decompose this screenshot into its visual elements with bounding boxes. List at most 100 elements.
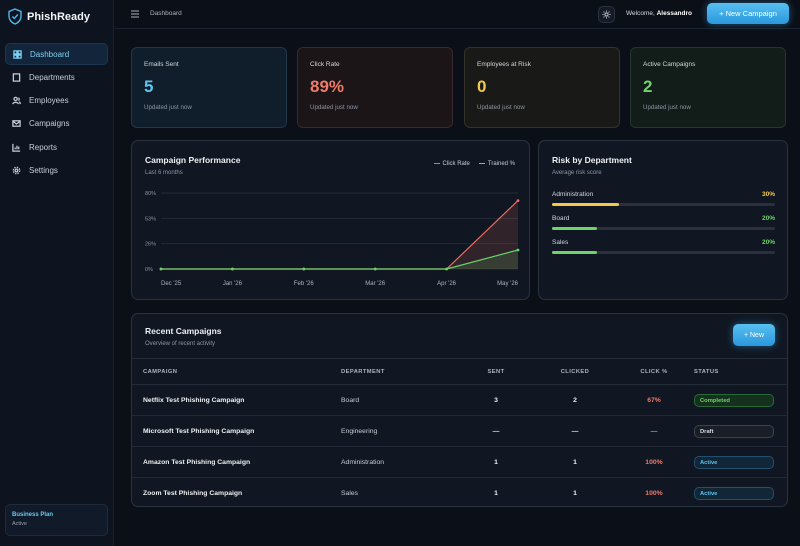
sidebar-item-label: Dashboard xyxy=(30,49,70,59)
x-tick-label: Apr '26 xyxy=(437,281,456,287)
legend-label: Click Rate xyxy=(442,161,470,167)
panel-subtitle: Overview of recent activity xyxy=(145,341,216,347)
stat-value: 0 xyxy=(477,77,487,96)
stat-card-employees-at-risk: Employees at Risk 0 Updated just now xyxy=(464,47,620,128)
campaign-department: Administration xyxy=(341,446,471,478)
breadcrumb: Dashboard xyxy=(150,10,182,17)
risk-bar-track xyxy=(552,227,775,230)
y-tick-label: 53% xyxy=(145,216,156,222)
x-tick-label: May '26 xyxy=(497,281,518,287)
data-point xyxy=(231,267,234,271)
stat-title: Active Campaigns xyxy=(643,61,696,68)
campaign-performance-panel: Campaign Performance Last 6 months Click… xyxy=(131,140,530,300)
campaign-name: Amazon Test Phishing Campaign xyxy=(132,446,341,478)
sidebar-item-departments[interactable]: Departments xyxy=(5,66,108,88)
sidebar-item-label: Settings xyxy=(29,165,58,175)
stat-updated: Updated just now xyxy=(144,104,192,111)
plan-name: Business Plan xyxy=(12,512,54,518)
welcome-prefix: Welcome, xyxy=(626,10,655,17)
stat-updated: Updated just now xyxy=(477,104,525,111)
campaign-department: Board xyxy=(341,384,471,416)
stat-value: 2 xyxy=(643,77,653,96)
brand-name: PhishReady xyxy=(27,10,90,23)
campaign-name: Zoom Test Phishing Campaign xyxy=(132,477,341,506)
column-header-campaign[interactable]: CAMPAIGN xyxy=(132,358,341,385)
column-header-clicked[interactable]: CLICKED xyxy=(521,358,629,385)
series-area-trained xyxy=(161,250,518,269)
legend-item-click-rate: Click Rate xyxy=(433,161,470,167)
stat-value: 5 xyxy=(144,77,154,96)
sidebar-nav: Dashboard Departments Employees Campaign… xyxy=(5,43,108,183)
risk-label: Administration xyxy=(552,191,594,198)
status-badge: Active xyxy=(694,455,774,469)
column-header-department[interactable]: DEPARTMENT xyxy=(341,358,471,385)
plan-card[interactable]: Business Plan Active xyxy=(5,504,108,536)
y-tick-label: 26% xyxy=(145,242,156,248)
legend-label: Trained % xyxy=(487,161,515,167)
new-campaign-small-button[interactable]: + New xyxy=(733,324,775,346)
risk-bar-fill xyxy=(552,203,619,206)
data-point xyxy=(516,248,520,252)
x-tick-label: Feb '26 xyxy=(294,281,314,287)
column-header-sent[interactable]: SENT xyxy=(471,358,521,385)
campaign-clicked: — xyxy=(521,415,629,447)
stat-title: Click Rate xyxy=(310,61,340,68)
new-campaign-button[interactable]: + New Campaign xyxy=(707,3,789,24)
data-point xyxy=(302,267,306,271)
stat-updated: Updated just now xyxy=(310,104,358,111)
data-point xyxy=(516,199,520,202)
menu-icon[interactable] xyxy=(130,9,140,19)
column-header-status[interactable]: STATUS xyxy=(679,358,787,385)
risk-percent: 30% xyxy=(761,191,775,198)
sidebar-item-label: Campaigns xyxy=(29,119,70,129)
risk-percent: 20% xyxy=(761,215,775,222)
data-point xyxy=(159,267,163,271)
table-row[interactable]: Microsoft Test Phishing Campaign Enginee… xyxy=(132,415,787,447)
stat-value: 89% xyxy=(310,77,345,96)
stat-card-active-campaigns: Active Campaigns 2 Updated just now xyxy=(630,47,786,128)
dashboard-icon xyxy=(13,49,22,59)
gear-icon xyxy=(12,166,21,175)
sidebar-item-campaigns[interactable]: Campaigns xyxy=(5,113,108,135)
sidebar-item-label: Departments xyxy=(29,72,75,82)
risk-row-board: Board 20% xyxy=(552,215,775,230)
y-tick-label: 0% xyxy=(145,267,153,273)
campaign-click-pct: — xyxy=(629,415,679,447)
brand[interactable]: PhishReady xyxy=(8,8,90,25)
sidebar-item-employees[interactable]: Employees xyxy=(5,90,108,112)
table-row[interactable]: Amazon Test Phishing Campaign Administra… xyxy=(132,446,787,478)
stat-card-emails-sent: Emails Sent 5 Updated just now xyxy=(131,47,287,128)
sidebar-item-settings[interactable]: Settings xyxy=(5,159,108,181)
column-header-click-pct[interactable]: CLICK % xyxy=(629,358,679,385)
table-row[interactable]: Netflix Test Phishing Campaign Board 3 2… xyxy=(132,384,787,416)
building-icon xyxy=(12,73,21,82)
risk-row-administration: Administration 30% xyxy=(552,191,775,206)
y-tick-label: 80% xyxy=(145,191,156,197)
risk-label: Sales xyxy=(552,239,569,246)
top-header: Dashboard Welcome, Alessandro + New Camp… xyxy=(115,0,800,29)
campaign-clicked: 1 xyxy=(521,477,629,506)
shield-logo-icon xyxy=(8,8,22,25)
campaign-clicked: 2 xyxy=(521,384,629,416)
theme-toggle-button[interactable] xyxy=(598,6,615,23)
table-row[interactable]: Zoom Test Phishing Campaign Sales 1 1 10… xyxy=(132,477,787,506)
risk-label: Board xyxy=(552,215,570,222)
stat-card-click-rate: Click Rate 89% Updated just now xyxy=(297,47,453,128)
recent-campaigns-panel: Recent Campaigns Overview of recent acti… xyxy=(131,313,788,507)
campaign-sent: 3 xyxy=(471,384,521,416)
sidebar-item-label: Employees xyxy=(29,96,69,106)
users-icon xyxy=(12,96,21,105)
series-line-trained xyxy=(161,249,519,270)
sidebar-item-dashboard[interactable]: Dashboard xyxy=(5,43,108,65)
campaign-click-pct: 67% xyxy=(629,384,679,416)
sidebar-item-label: Reports xyxy=(29,142,58,152)
status-badge: Active xyxy=(694,486,774,500)
data-point xyxy=(373,267,377,271)
campaign-click-pct: 100% xyxy=(629,477,679,506)
welcome-text: Welcome, Alessandro xyxy=(626,10,692,17)
table-header-row: CAMPAIGN DEPARTMENT SENT CLICKED CLICK %… xyxy=(132,358,787,385)
panel-subtitle: Average risk score xyxy=(552,170,602,176)
risk-bar-track xyxy=(552,203,775,206)
risk-by-department-panel: Risk by Department Average risk score Ad… xyxy=(538,140,788,300)
sidebar-item-reports[interactable]: Reports xyxy=(5,136,108,158)
